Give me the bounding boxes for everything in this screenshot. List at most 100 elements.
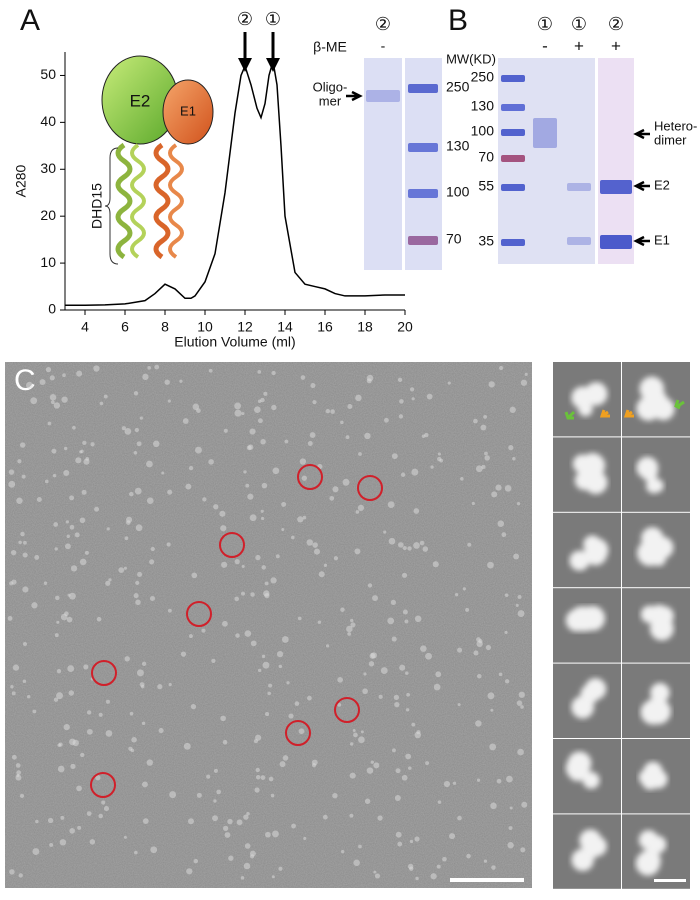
particle [103, 806, 110, 812]
particle [512, 456, 516, 461]
x-tick-label: 16 [317, 319, 333, 335]
particle [219, 510, 226, 517]
particle [311, 763, 317, 768]
particle [66, 534, 70, 539]
particle [447, 381, 451, 385]
particle [150, 846, 158, 854]
particle [281, 501, 287, 507]
particle [187, 818, 194, 825]
lane-label: ① [571, 14, 587, 34]
particle [398, 414, 404, 419]
band [600, 180, 632, 194]
particle [411, 397, 415, 401]
y-tick-label: 50 [40, 66, 56, 82]
particle [491, 491, 498, 498]
particle [475, 720, 482, 727]
particle [243, 470, 247, 474]
particle [222, 620, 228, 627]
particle [257, 418, 263, 424]
particle [54, 633, 59, 638]
mw-marker: 130 [446, 138, 470, 154]
panel-label: C [14, 364, 36, 397]
particle [435, 671, 442, 678]
particle [400, 472, 406, 477]
particle [513, 553, 520, 560]
band [600, 235, 632, 249]
particle [347, 632, 352, 636]
particle [368, 661, 375, 667]
particle [301, 475, 308, 481]
particle [9, 869, 15, 875]
particle [80, 752, 85, 758]
particle [454, 593, 459, 597]
particle [255, 734, 262, 741]
particle [72, 425, 76, 430]
particle [409, 866, 414, 871]
particle [93, 365, 100, 372]
particle [300, 375, 306, 380]
particle [325, 644, 330, 648]
particle [15, 763, 21, 768]
particle [424, 432, 429, 438]
particle [392, 748, 396, 753]
particle [457, 703, 461, 707]
x-tick-label: 4 [81, 319, 89, 335]
micrograph-texture [5, 362, 532, 888]
particle [140, 684, 145, 689]
particle [32, 709, 37, 714]
particle [506, 775, 513, 783]
particle [491, 865, 496, 870]
particle [370, 760, 375, 764]
scale-bar [654, 879, 686, 882]
particle [508, 445, 514, 451]
particle [395, 768, 401, 774]
particle [11, 754, 17, 760]
particle [83, 664, 89, 670]
particle [507, 842, 514, 849]
particle [299, 458, 307, 465]
particle [15, 774, 22, 781]
blob [650, 551, 666, 567]
class-blob [638, 761, 668, 790]
particle [397, 841, 403, 847]
particle [340, 607, 345, 612]
particle [76, 785, 82, 792]
particle [282, 755, 289, 761]
particle [355, 510, 360, 514]
particle [443, 780, 451, 788]
mw-label: MW(KD) [446, 51, 496, 66]
particle [484, 455, 490, 461]
particle [158, 727, 164, 734]
blob [638, 849, 661, 872]
particle [20, 531, 25, 537]
particle [518, 691, 525, 698]
particle [11, 691, 16, 696]
particle [466, 853, 471, 859]
particle [340, 849, 345, 854]
particle [201, 628, 206, 633]
particle [22, 552, 28, 558]
particle [49, 394, 57, 401]
particle [467, 542, 472, 547]
particle [10, 685, 14, 689]
particle [99, 401, 104, 406]
particle [377, 815, 383, 821]
particle [407, 546, 412, 551]
particle [63, 469, 70, 477]
particle [161, 471, 165, 475]
particle [405, 708, 410, 712]
particle [402, 545, 407, 551]
particle [94, 506, 100, 512]
blob [569, 550, 590, 571]
particle [354, 548, 361, 555]
particle [498, 672, 503, 677]
particle [67, 593, 71, 597]
panel-label: A [20, 4, 40, 37]
domain-label: DHD15 [89, 183, 105, 229]
particle [337, 703, 342, 707]
particle [340, 420, 344, 425]
particle [384, 417, 389, 423]
particle [243, 814, 249, 820]
particle [133, 593, 139, 599]
particle [213, 799, 217, 803]
